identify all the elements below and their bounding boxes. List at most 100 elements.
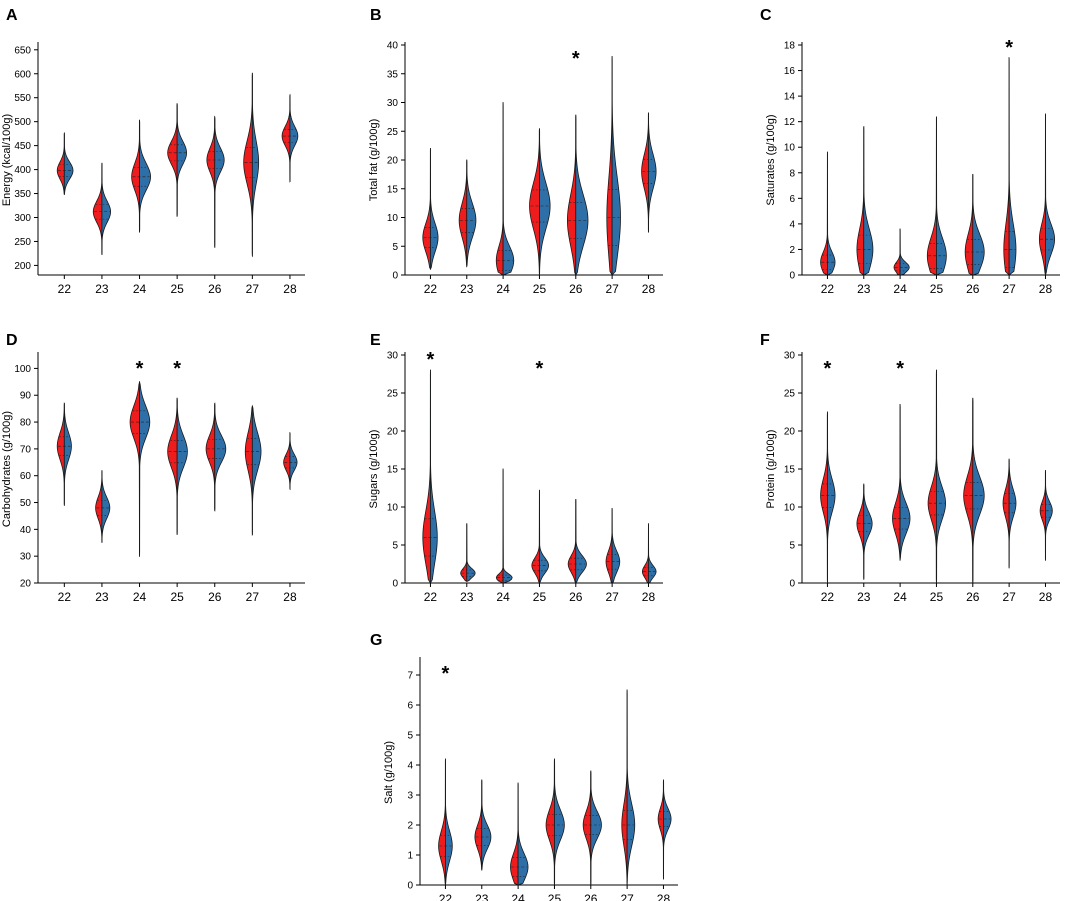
- x-tick-label: 25: [548, 892, 562, 901]
- y-axis-title: Sugars (g/100g): [368, 430, 380, 509]
- y-tick-label: 300: [14, 213, 31, 224]
- y-tick-label: 0: [392, 271, 398, 282]
- x-tick-label: 28: [283, 282, 297, 296]
- x-tick-label: 22: [58, 282, 72, 296]
- y-tick-label: 70: [20, 444, 32, 455]
- x-tick-label: 23: [460, 282, 474, 296]
- violin-right-half: [517, 782, 529, 886]
- y-tick-label: 20: [20, 579, 32, 590]
- y-tick-label: 0: [789, 271, 795, 282]
- y-tick-label: 550: [14, 93, 31, 104]
- y-tick-label: 10: [784, 143, 796, 154]
- y-tick-label: 600: [14, 69, 31, 80]
- significance-star: *: [896, 358, 904, 380]
- y-tick-label: 3: [407, 791, 413, 802]
- x-tick-label: 27: [605, 590, 619, 604]
- violin-left-half: [243, 72, 253, 258]
- violin-left-half: [856, 126, 865, 276]
- violin-left-half: [281, 94, 291, 183]
- y-tick-label: 20: [387, 427, 399, 438]
- x-tick-label: 24: [496, 590, 510, 604]
- y-tick-label: 6: [407, 701, 413, 712]
- x-tick-label: 26: [569, 590, 583, 604]
- violin-right-half: [646, 523, 657, 584]
- y-tick-label: 8: [789, 168, 795, 179]
- violin-right-half: [139, 119, 151, 233]
- violin-left-half: [244, 404, 253, 536]
- violin-left-half: [167, 103, 178, 217]
- violin-right-half: [863, 483, 873, 580]
- y-tick-label: 10: [387, 213, 399, 224]
- y-tick-label: 25: [784, 389, 796, 400]
- violin-right-half: [251, 405, 262, 536]
- x-tick-label: 22: [424, 282, 438, 296]
- y-tick-label: 0: [392, 579, 398, 590]
- x-tick-label: 25: [533, 590, 547, 604]
- violin-left-half: [1039, 470, 1046, 561]
- violin-left-half: [927, 369, 937, 584]
- x-tick-label: 22: [439, 892, 453, 901]
- violin-right-half: [1045, 470, 1053, 561]
- panel-f: F 0 5 10 15 20 25 30 Protein (g/100g) 22 * 23 24 * 25 2…: [760, 332, 1060, 604]
- y-tick-label: 500: [14, 117, 31, 128]
- violin-left-half: [606, 56, 613, 276]
- significance-star: *: [173, 358, 181, 380]
- violin-right-half: [827, 151, 836, 276]
- y-tick-label: 50: [20, 498, 32, 509]
- violin-left-half: [641, 523, 649, 584]
- violin-left-half: [131, 119, 141, 233]
- violin-right-half: [538, 489, 549, 584]
- y-tick-label: 30: [387, 351, 399, 362]
- violin-left-half: [529, 128, 540, 276]
- violin-right-half: [827, 411, 836, 584]
- x-tick-label: 28: [1039, 282, 1053, 296]
- violin-left-half: [893, 228, 901, 276]
- violin-right-half: [936, 116, 947, 276]
- x-tick-label: 25: [930, 282, 944, 296]
- significance-star: *: [427, 349, 435, 371]
- y-tick-label: 10: [784, 503, 796, 514]
- x-tick-label: 22: [424, 590, 438, 604]
- violin-left-half: [582, 770, 592, 886]
- violin-right-half: [289, 431, 298, 490]
- x-tick-label: 23: [475, 892, 489, 901]
- significance-star: *: [824, 358, 832, 380]
- violin-right-half: [63, 402, 72, 506]
- y-axis-title: Salt (g/100g): [383, 741, 395, 804]
- violin-right-half: [663, 779, 672, 880]
- y-axis-title: Total fat (g/100g): [368, 119, 380, 202]
- violin-right-half: [176, 397, 188, 535]
- violin-right-half: [502, 468, 513, 584]
- violin-right-half: [101, 470, 111, 543]
- y-tick-label: 30: [20, 552, 32, 563]
- panel-letter: A: [6, 7, 18, 24]
- y-tick-label: 15: [387, 465, 399, 476]
- violin-left-half: [657, 779, 664, 880]
- violin-left-half: [495, 468, 504, 584]
- violin-left-half: [531, 489, 540, 584]
- violin-left-half: [206, 115, 216, 248]
- violin-right-half: [445, 758, 453, 886]
- y-tick-label: 25: [387, 127, 399, 138]
- x-tick-label: 23: [857, 590, 871, 604]
- y-tick-label: 14: [784, 92, 796, 103]
- x-tick-label: 28: [642, 282, 656, 296]
- violin-left-half: [641, 112, 649, 233]
- violin-left-half: [963, 397, 974, 584]
- y-tick-label: 5: [392, 541, 398, 552]
- violin-right-half: [176, 103, 188, 217]
- violin-left-half: [438, 758, 446, 886]
- violin-right-half: [554, 758, 565, 886]
- violin-left-half: [605, 508, 613, 584]
- y-tick-label: 2: [407, 821, 413, 832]
- y-tick-label: 10: [387, 503, 399, 514]
- violin-left-half: [1002, 459, 1010, 568]
- panel-b: B 0 5 10 15 20 25 30 35 40 Total fat (g/100g) 22 23 2…: [368, 7, 663, 296]
- violin-left-half: [129, 380, 141, 558]
- y-tick-label: 5: [392, 242, 398, 253]
- x-tick-label: 28: [283, 590, 297, 604]
- y-tick-label: 2: [789, 245, 795, 256]
- significance-star: *: [572, 48, 580, 70]
